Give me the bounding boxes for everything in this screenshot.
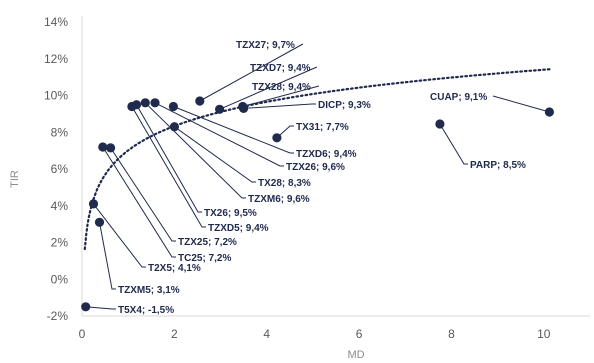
data-label: CUAP; 9,1% [430,92,487,103]
data-label: PARP; 8,5% [470,160,526,171]
x-tick-label: 6 [356,327,363,341]
y-tick-label: 14% [44,15,68,29]
x-tick-label: 8 [448,327,455,341]
tick-labels: -2% 0% 2% 4% 6% 8% 10% 12% 14% 0 2 4 6 8 10 [44,15,551,341]
data-label: TX28; 8,3% [258,178,311,189]
leader-line [110,147,176,242]
y-tick-label: 8% [51,125,69,139]
trendline [83,68,552,251]
y-tick-label: -2% [47,309,69,323]
leader-line [85,306,116,310]
data-label: TZXM6; 9,6% [248,194,310,205]
leader-line [144,102,246,199]
data-point [195,96,205,106]
data-point [98,142,108,152]
leader-line [131,106,206,228]
leader-line [276,125,294,139]
data-labels: T5X4; -1,5% TZXM5; 3,1% T2X5; 4,1%TC25; 7,… [118,40,526,316]
data-point [81,302,91,312]
leader-lines [85,43,550,310]
data-point [168,101,178,112]
data-point [106,143,116,153]
axes [81,16,590,317]
data-point [150,98,160,108]
data-label: T5X4; -1,5% [118,305,174,316]
data-label: TZX28; 9,4% [252,82,311,93]
data-point [238,101,248,112]
leader-line [243,103,316,109]
leader-line [439,123,468,165]
data-label: TZX25; 7,2% [178,237,237,248]
y-axis-title: TIR [9,170,21,188]
x-axis-title: MD [347,349,364,361]
leader-line [492,95,550,113]
data-point [215,104,225,114]
data-point [544,107,555,117]
leader-line [173,106,294,154]
data-point [88,199,99,209]
x-tick-label: 4 [263,327,270,341]
data-point [131,100,142,110]
leader-line [136,104,202,213]
data-point [140,98,150,108]
data-label: TZXM5; 3,1% [118,285,180,296]
y-tick-label: 2% [51,236,69,250]
leader-line [93,203,146,268]
leader-line [99,222,116,290]
x-tick-label: 0 [79,327,86,341]
data-label: TZXD5; 9,4% [208,223,269,234]
y-tick-label: 6% [51,162,69,176]
data-label: TX26; 9,5% [204,208,257,219]
leader-line [199,43,304,102]
x-tick-label: 2 [171,327,178,341]
data-label: TZXD7; 9,4% [250,63,311,74]
y-tick-label: 0% [51,272,69,286]
y-tick-label: 12% [44,52,68,66]
x-tick-label: 10 [537,327,551,341]
leader-line [242,85,320,107]
data-points [81,96,555,312]
y-tick-label: 10% [44,89,68,103]
data-label: TZX27; 9,7% [236,40,295,51]
data-label: TZX26; 9,6% [286,162,345,173]
data-point [272,133,282,143]
data-label: TZXD6; 9,4% [296,149,357,160]
leader-line [154,102,284,167]
y-tick-label: 4% [51,199,69,213]
data-label: TX31; 7,7% [296,122,349,133]
leader-line [102,146,176,258]
leader-line [174,126,256,183]
data-point [435,119,445,129]
data-label: DICP; 9,3% [318,100,371,111]
data-point [94,217,105,227]
data-label: T2X5; 4,1% [148,263,201,274]
data-label: TC25; 7,2% [178,253,231,264]
leader-line [219,66,318,110]
data-point [169,122,179,132]
